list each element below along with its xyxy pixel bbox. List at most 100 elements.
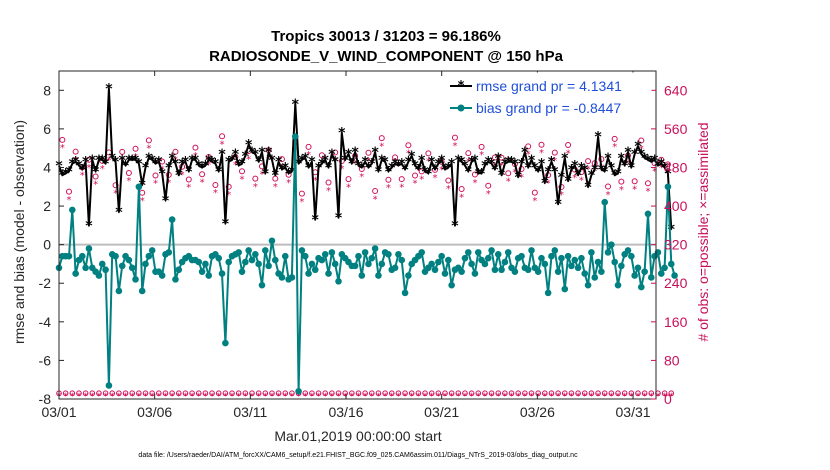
obs-possible-low [122,390,129,397]
rmse-point: * [485,155,493,171]
bias-point [105,382,113,389]
rmse-point: * [325,160,333,176]
obs-assimilated: * [592,167,597,178]
obs-assimilated: * [659,163,664,174]
obs-assimilated: * [226,190,231,201]
x-axis-ticks: 03/01 03/06 03/11 03/16 03/21 03/26 03/31 [41,71,651,420]
rmse-point: * [381,155,389,171]
bias-point [378,260,386,268]
y-axis-right-ticks: 0 80 160 240 320 400 480 560 640 [651,82,688,407]
obs-assimilated-low: * [489,392,494,402]
rmse-point: * [228,153,236,169]
obs-assimilated-low: * [523,392,528,402]
obs-assimilated-low: * [183,392,188,402]
obs-possible [405,142,412,149]
obs-possible-low [648,390,655,397]
bias-point [158,272,166,279]
bias-point [365,260,372,268]
bias-point [667,260,675,268]
obs-assimilated-low: * [210,392,215,402]
bias-point [401,289,409,297]
obs-assimilated: * [346,182,351,193]
obs-possible-low [142,390,149,397]
rmse-point: * [145,151,153,167]
x-tick-label: 03/06 [137,404,172,420]
bias-point [664,183,672,191]
rmse-point: * [518,157,526,173]
rmse-point: * [361,155,369,171]
rmse-point: * [594,130,602,146]
bias-point [115,287,123,295]
obs-possible [212,182,219,189]
rmse-point: * [222,216,230,232]
y-right-tick-label: 80 [664,352,680,368]
obs-possible-low [355,390,362,397]
bias-point [405,272,412,279]
bias-point [148,247,156,254]
bias-point [218,270,226,277]
rmse-point: * [525,160,533,176]
rmse-point: * [318,157,326,173]
rmse-point: * [451,218,459,234]
obs-assimilated: * [173,155,178,166]
rmse-point: * [295,157,303,173]
obs-assimilated-low: * [469,392,474,402]
bias-point [262,247,269,254]
rmse-point: * [202,159,210,175]
rmse-point: * [651,153,659,169]
bias-point [271,256,279,264]
bias-point [245,247,252,254]
plot-axes [58,70,657,400]
obs-assimilated: * [220,139,225,150]
bias-point [588,249,595,256]
bias-point [558,254,565,262]
bias-point [328,249,336,256]
bias-point [325,270,332,277]
rmse-point: * [92,164,100,180]
legend-box [443,72,652,121]
bias-point [638,283,645,291]
obs-assimilated-low: * [290,392,295,402]
rmse-point: * [551,164,559,180]
rmse-point: * [495,151,503,167]
rmse-point: * [385,164,393,180]
obs-assimilated: * [326,186,331,197]
rmse-point: * [584,180,592,196]
obs-possible-low [588,390,595,397]
obs-assimilated-low: * [463,392,468,402]
obs-assimilated: * [532,196,537,207]
obs-possible [298,190,305,197]
obs-assimilated-low: * [602,392,607,402]
y-right-tick-label: 240 [664,275,688,291]
rmse-point: * [232,147,240,163]
bias-point [252,250,259,258]
rmse-point: * [89,153,97,169]
obs-assimilated: * [559,190,564,201]
x-tick-label: 03/26 [520,404,555,420]
bias-point [488,247,495,254]
obs-possible [425,150,432,157]
rmse-point: * [528,153,536,169]
obs-possible-low [455,390,462,397]
rmse-point: * [328,147,336,163]
rmse-point: * [521,145,529,161]
obs-possible [372,188,379,195]
obs-assimilated-low: * [296,392,301,402]
obs-possible-low [568,390,575,397]
obs-possible [119,148,126,155]
obs-possible-low [136,390,142,397]
rmse-point: * [661,160,669,176]
obs-possible-low [408,390,415,397]
obs-possible-low [535,390,541,397]
bias-point [671,272,678,279]
obs-possible [525,143,532,150]
obs-assimilated-low: * [390,392,395,402]
rmse-point: * [415,162,423,178]
rmse-point: * [351,145,359,161]
rmse-point: * [538,157,546,173]
bias-point [235,249,242,256]
chart-title-line2: RADIOSONDE_V_WIND_COMPONENT @ 150 hPa [209,48,564,65]
bias-point [385,250,392,258]
obs-assimilated-low: * [263,392,268,402]
rmse-point: * [458,155,466,171]
